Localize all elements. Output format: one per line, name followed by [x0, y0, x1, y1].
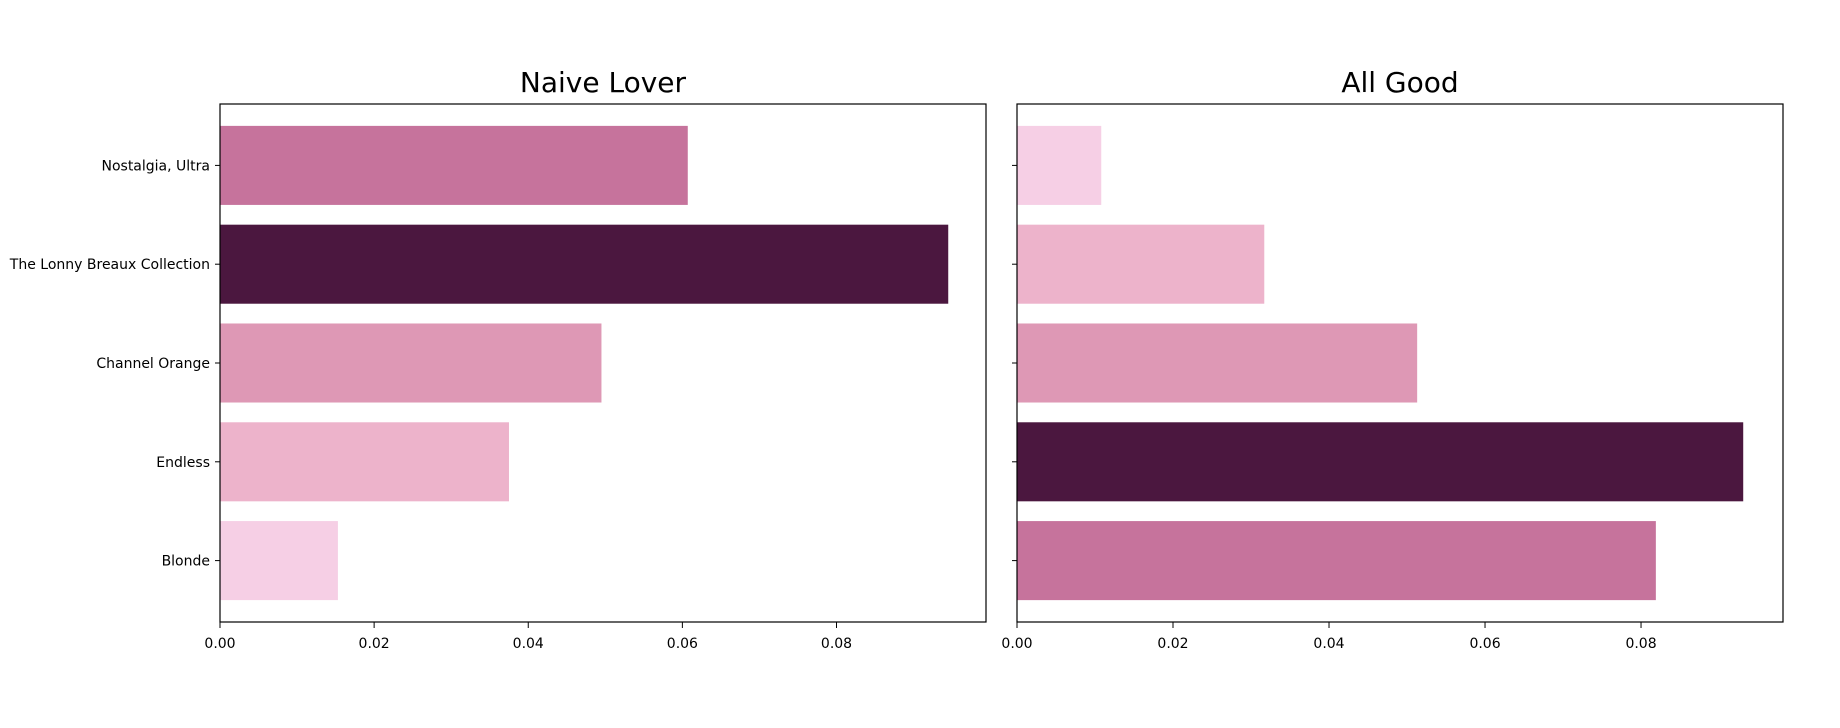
- bar-1: [1017, 125, 1102, 205]
- y-tick-label: Blonde: [162, 554, 210, 570]
- bar-2: [220, 224, 949, 304]
- chart-title: All Good: [1341, 66, 1458, 99]
- chart-panel-2: 0.00 0.02 0.04 0.06 0.08 All Good: [1001, 66, 1784, 652]
- x-tick-label: 0.04: [1313, 636, 1344, 652]
- x-tick-label: 0.04: [513, 636, 544, 652]
- bar-3: [1017, 323, 1418, 403]
- x-tick-label: 0.08: [1625, 636, 1656, 652]
- axes-frame: [1016, 103, 1784, 623]
- x-tick-label: 0.00: [204, 636, 235, 652]
- x-tick-label: 0.06: [1469, 636, 1500, 652]
- x-tick-label: 0.02: [359, 636, 390, 652]
- bar-1: [220, 125, 688, 205]
- bar-5: [220, 521, 338, 601]
- x-tick-label: 0.02: [1157, 636, 1188, 652]
- bar-5: [1017, 521, 1656, 601]
- x-tick-label: 0.08: [821, 636, 852, 652]
- y-tick-label: Endless: [156, 455, 210, 471]
- chart-panel-1: Nostalgia, Ultra The Lonny Breaux Collect…: [9, 66, 987, 652]
- y-tick-label: Channel Orange: [96, 356, 210, 372]
- y-tick-label: Nostalgia, Ultra: [101, 158, 210, 174]
- bar-4: [220, 422, 509, 502]
- bar-4: [1017, 422, 1744, 502]
- x-tick-label: 0.06: [667, 636, 698, 652]
- y-tick-label: The Lonny Breaux Collection: [9, 257, 210, 273]
- axes-frame: [219, 103, 987, 623]
- x-tick-label: 0.00: [1001, 636, 1032, 652]
- chart-title: Naive Lover: [520, 66, 687, 99]
- bar-3: [220, 323, 602, 403]
- bar-2: [1017, 224, 1265, 304]
